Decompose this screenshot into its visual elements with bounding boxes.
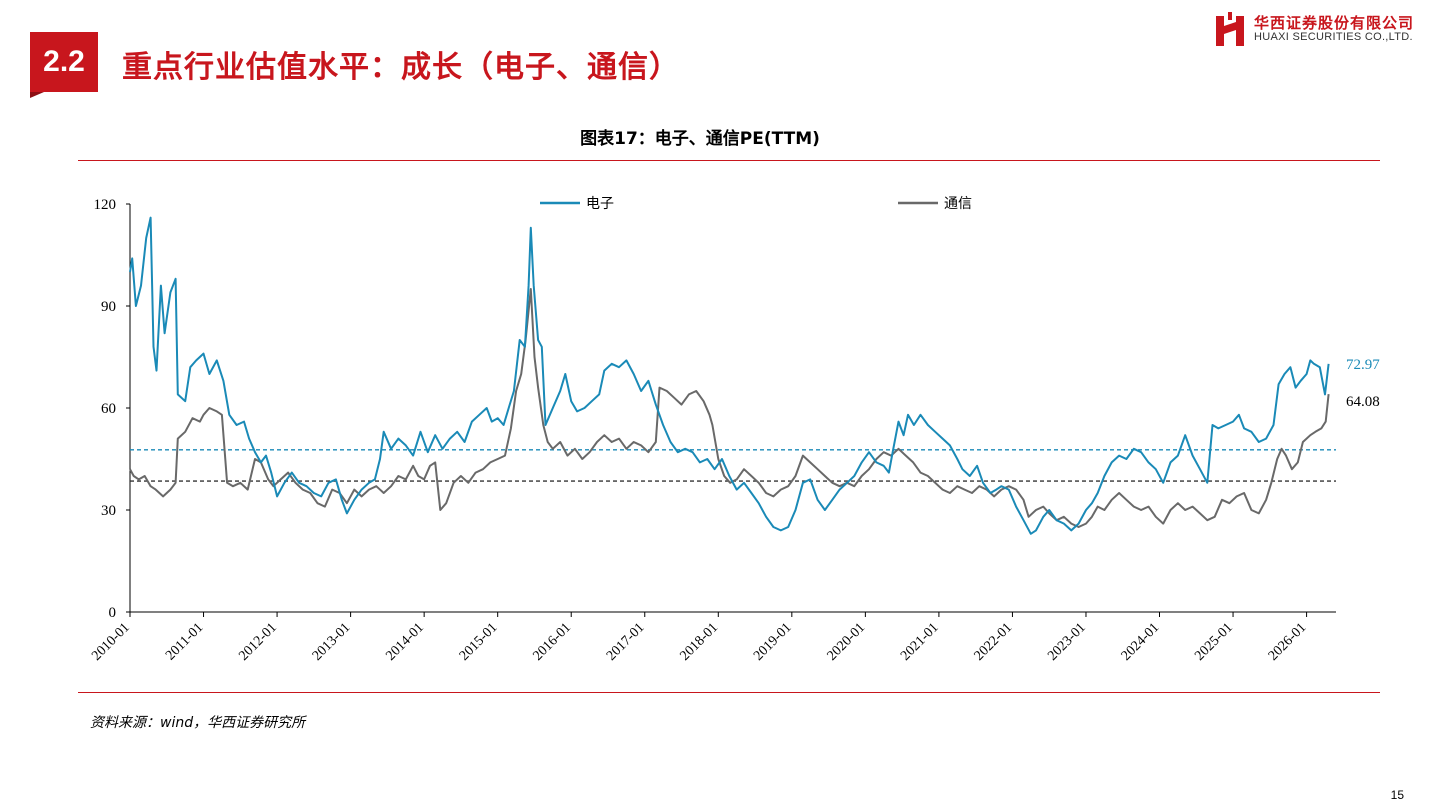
x-tick-label: 2025-01: [1192, 620, 1236, 664]
x-tick-label: 2026-01: [1266, 620, 1310, 664]
legend-label-electronics: 电子: [586, 196, 614, 212]
x-tick-label: 2016-01: [530, 620, 574, 664]
section-number-badge: 2.2: [30, 32, 98, 98]
logo-name-en: HUAXI SECURITIES CO.,LTD.: [1254, 31, 1413, 43]
y-tick-label: 120: [94, 197, 117, 213]
x-tick-label: 2014-01: [383, 620, 427, 664]
page-number: 15: [1390, 788, 1404, 802]
company-logo: 华西证券股份有限公司 HUAXI SECURITIES CO.,LTD.: [1214, 12, 1429, 48]
page-title: 重点行业估值水平：成长（电子、通信）: [122, 50, 680, 85]
x-tick-label: 2011-01: [163, 620, 206, 663]
logo-name-cn: 华西证券股份有限公司: [1254, 14, 1415, 32]
y-tick-label: 90: [101, 299, 116, 315]
x-tick-label: 2010-01: [89, 620, 133, 664]
x-tick-label: 2012-01: [236, 620, 280, 664]
section-number: 2.2: [43, 45, 85, 78]
chart-title: 图表17：电子、通信PE(TTM): [580, 129, 820, 149]
y-tick-label: 30: [101, 503, 116, 519]
series-line-telecom: [129, 288, 1330, 528]
x-tick-label: 2021-01: [898, 620, 942, 664]
y-tick-label: 60: [101, 401, 116, 417]
bottom-divider: [78, 692, 1380, 693]
x-tick-label: 2013-01: [310, 620, 354, 664]
x-tick-label: 2022-01: [972, 620, 1016, 664]
last-value-label-electronics: 72.97: [1346, 357, 1380, 373]
x-tick-label: 2024-01: [1119, 620, 1163, 664]
last-value-label-telecom: 64.08: [1346, 394, 1380, 410]
x-tick-label: 2020-01: [825, 620, 869, 664]
x-tick-label: 2023-01: [1045, 620, 1089, 664]
x-tick-label: 2017-01: [604, 620, 648, 664]
x-tick-label: 2015-01: [457, 620, 501, 664]
huaxi-logo-icon: [1216, 12, 1244, 46]
series-line-electronics: [129, 216, 1330, 535]
x-tick-label: 2018-01: [678, 620, 722, 664]
top-divider: [78, 160, 1380, 161]
y-tick-label: 0: [109, 605, 117, 621]
source-note: 资料来源：wind，华西证券研究所: [90, 715, 306, 731]
legend-label-telecom: 通信: [944, 196, 972, 212]
x-tick-label: 2019-01: [751, 620, 795, 664]
